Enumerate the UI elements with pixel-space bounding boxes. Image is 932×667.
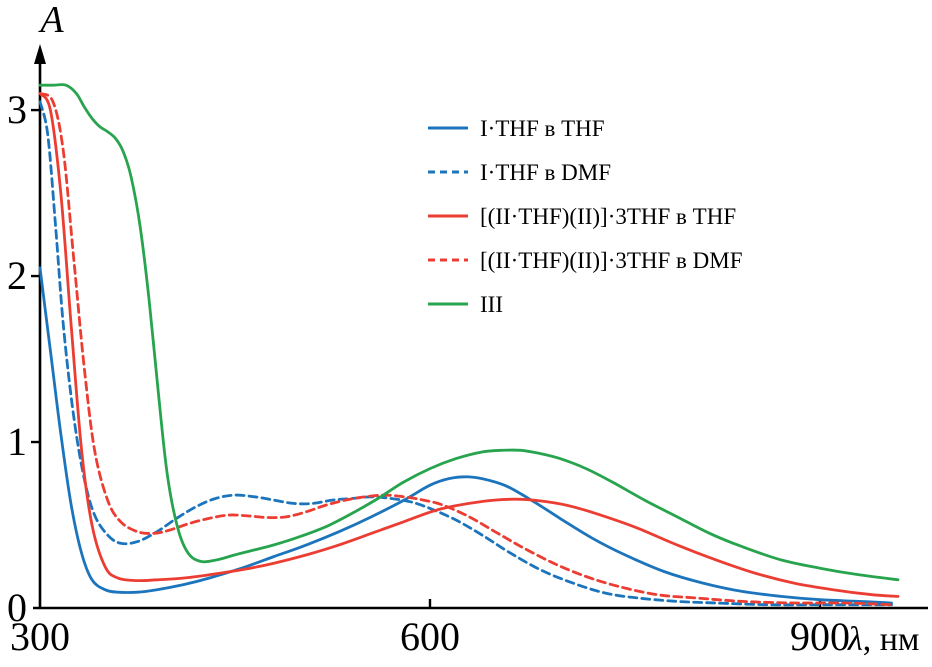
y-tick-label: 3 (7, 87, 27, 132)
chart-generated-content: 0 1 2 3 300 600 900 I·THF в THF I·THF в DMF [(II·… (7, 44, 928, 659)
x-tick-label: 900 (790, 614, 850, 659)
legend-label: I·THF в THF (480, 116, 605, 141)
series-curve-1 (38, 266, 893, 605)
x-axis-title: λ, нм (847, 621, 919, 658)
y-axis-title: A (37, 0, 64, 41)
axes: 0 1 2 3 300 600 900 (7, 44, 928, 659)
y-tick-label: 2 (7, 253, 27, 298)
y-tick-label: 0 (7, 585, 27, 630)
x-axis-unit: , нм (863, 621, 920, 658)
series-curve-2 (38, 100, 893, 607)
legend: I·THF в THF I·THF в DMF [(II·THF)(II)]·3TH… (428, 116, 743, 317)
legend-label: III (480, 292, 503, 317)
legend-label: [(II·THF)(II)]·3THF в THF (480, 204, 736, 229)
legend-label: [(II·THF)(II)]·3THF в DMF (480, 248, 743, 273)
lambda-symbol: λ (847, 621, 863, 658)
y-tick-label: 1 (7, 419, 27, 464)
y-axis-arrow (34, 44, 46, 64)
x-tick-label: 300 (10, 614, 70, 659)
series-curve-3 (38, 92, 900, 598)
legend-label: I·THF в DMF (480, 160, 611, 185)
series-curve-5 (38, 83, 900, 582)
series-curve-4 (38, 92, 893, 607)
x-tick-label: 600 (400, 614, 460, 659)
